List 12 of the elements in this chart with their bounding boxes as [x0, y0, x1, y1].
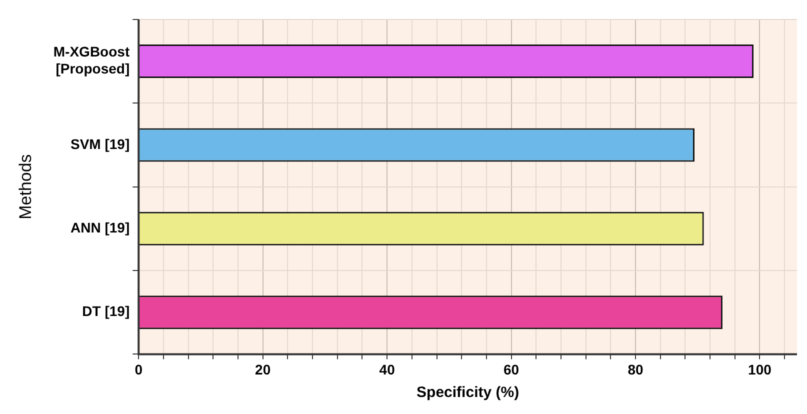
y-tick-label: M-XGBoost [Proposed] [53, 44, 130, 77]
y-tick-label: DT [19] [82, 303, 130, 320]
x-tick-label: 100 [748, 361, 772, 378]
y-axis-title: Methods [16, 154, 35, 220]
x-tick-label: 40 [379, 361, 396, 378]
y-tick-label: SVM [19] [70, 136, 130, 152]
y-tick-label: ANN [19] [70, 220, 130, 236]
x-tick-label: 20 [255, 361, 271, 378]
x-tick-label: 0 [134, 361, 143, 378]
x-tick-label: 60 [503, 361, 520, 378]
x-tick-label: 80 [628, 361, 644, 378]
x-axis-title: Specificity (%) [416, 384, 520, 402]
